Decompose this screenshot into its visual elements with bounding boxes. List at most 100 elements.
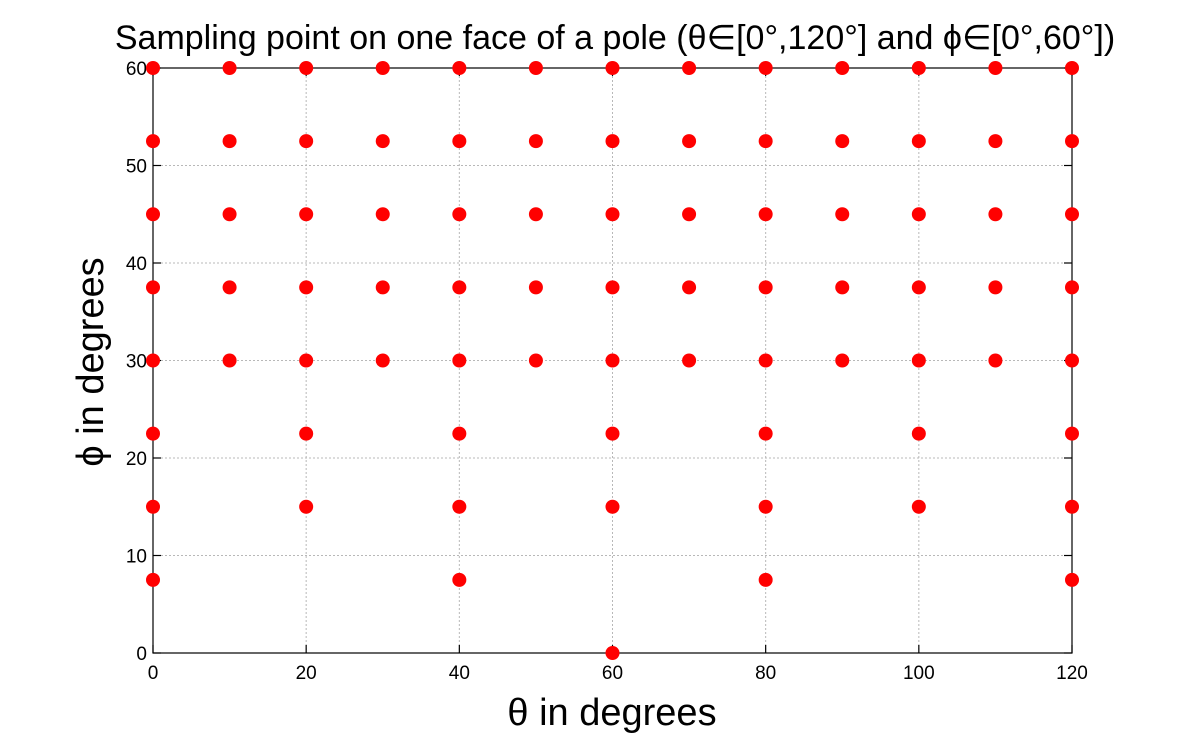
data-point [146, 426, 160, 441]
data-point [299, 61, 314, 75]
data-point [911, 499, 926, 514]
x-tick-label: 60 [602, 663, 623, 684]
chart-title: Sampling point on one face of a pole (θ∈… [115, 19, 1115, 57]
data-point [452, 280, 467, 295]
data-point [146, 280, 160, 295]
data-point [299, 353, 314, 368]
data-point [605, 61, 620, 75]
data-point [605, 499, 620, 514]
data-point [911, 207, 926, 222]
data-point [299, 499, 314, 514]
data-point [911, 61, 926, 75]
data-point [528, 134, 543, 149]
data-point [1065, 280, 1079, 295]
data-point [452, 426, 467, 441]
data-point [528, 61, 543, 75]
axis-ticks: 0 20 40 60 80 100 120 0 10 20 30 40 50 60 [126, 59, 1088, 684]
data-point [758, 61, 773, 75]
data-point [835, 280, 850, 295]
data-point [835, 207, 850, 222]
data-point [988, 61, 1003, 75]
data-point [528, 280, 543, 295]
data-point [452, 207, 467, 222]
data-point [452, 61, 467, 75]
data-point [528, 353, 543, 368]
y-tick-label: 60 [126, 59, 147, 80]
data-point [682, 353, 697, 368]
data-point [835, 134, 850, 149]
data-point [682, 134, 697, 149]
data-point [605, 280, 620, 295]
data-point [299, 134, 314, 149]
data-point [758, 280, 773, 295]
data-point [682, 280, 697, 295]
data-point [452, 353, 467, 368]
x-axis-label: θ in degrees [507, 692, 716, 734]
data-point [452, 572, 467, 587]
y-tick-label: 10 [126, 547, 147, 568]
data-point [1065, 61, 1079, 75]
data-points [146, 61, 1079, 660]
x-tick-label: 40 [449, 663, 470, 684]
data-point [835, 353, 850, 368]
data-point [605, 134, 620, 149]
data-point [222, 280, 237, 295]
data-point [299, 280, 314, 295]
data-point [605, 646, 620, 660]
data-point [528, 207, 543, 222]
data-point [911, 134, 926, 149]
data-point [758, 353, 773, 368]
data-point [1065, 207, 1079, 222]
y-tick-label: 50 [126, 157, 147, 178]
data-point [375, 280, 390, 295]
data-point [988, 353, 1003, 368]
data-point [452, 134, 467, 149]
data-point [911, 280, 926, 295]
data-point [758, 572, 773, 587]
y-tick-label: 40 [126, 254, 147, 275]
data-point [222, 134, 237, 149]
data-point [146, 61, 160, 75]
data-point [911, 426, 926, 441]
data-point [988, 134, 1003, 149]
x-tick-label: 20 [296, 663, 317, 684]
data-point [758, 426, 773, 441]
data-point [605, 426, 620, 441]
data-point [146, 572, 160, 587]
data-point [605, 353, 620, 368]
x-tick-label: 100 [903, 663, 935, 684]
data-point [146, 134, 160, 149]
data-point [758, 499, 773, 514]
y-tick-label: 20 [126, 449, 147, 470]
data-point [299, 207, 314, 222]
data-point [222, 207, 237, 222]
x-tick-label: 80 [755, 663, 776, 684]
data-point [682, 61, 697, 75]
data-point [146, 499, 160, 514]
x-tick-label: 120 [1056, 663, 1088, 684]
data-point [375, 134, 390, 149]
y-axis-label: ϕ in degrees [70, 257, 112, 466]
data-point [835, 61, 850, 75]
data-point [911, 353, 926, 368]
data-point [146, 353, 160, 368]
y-tick-label: 0 [136, 644, 147, 665]
data-point [988, 207, 1003, 222]
data-point [1065, 353, 1079, 368]
data-point [222, 353, 237, 368]
data-point [682, 207, 697, 222]
data-point [1065, 572, 1079, 587]
data-point [299, 426, 314, 441]
data-point [375, 353, 390, 368]
data-point [375, 61, 390, 75]
data-point [222, 61, 237, 75]
data-point [758, 207, 773, 222]
data-point [146, 207, 160, 222]
data-point [1065, 426, 1079, 441]
data-point [758, 134, 773, 149]
data-point [1065, 134, 1079, 149]
data-point [988, 280, 1003, 295]
data-point [452, 499, 467, 514]
data-point [605, 207, 620, 222]
